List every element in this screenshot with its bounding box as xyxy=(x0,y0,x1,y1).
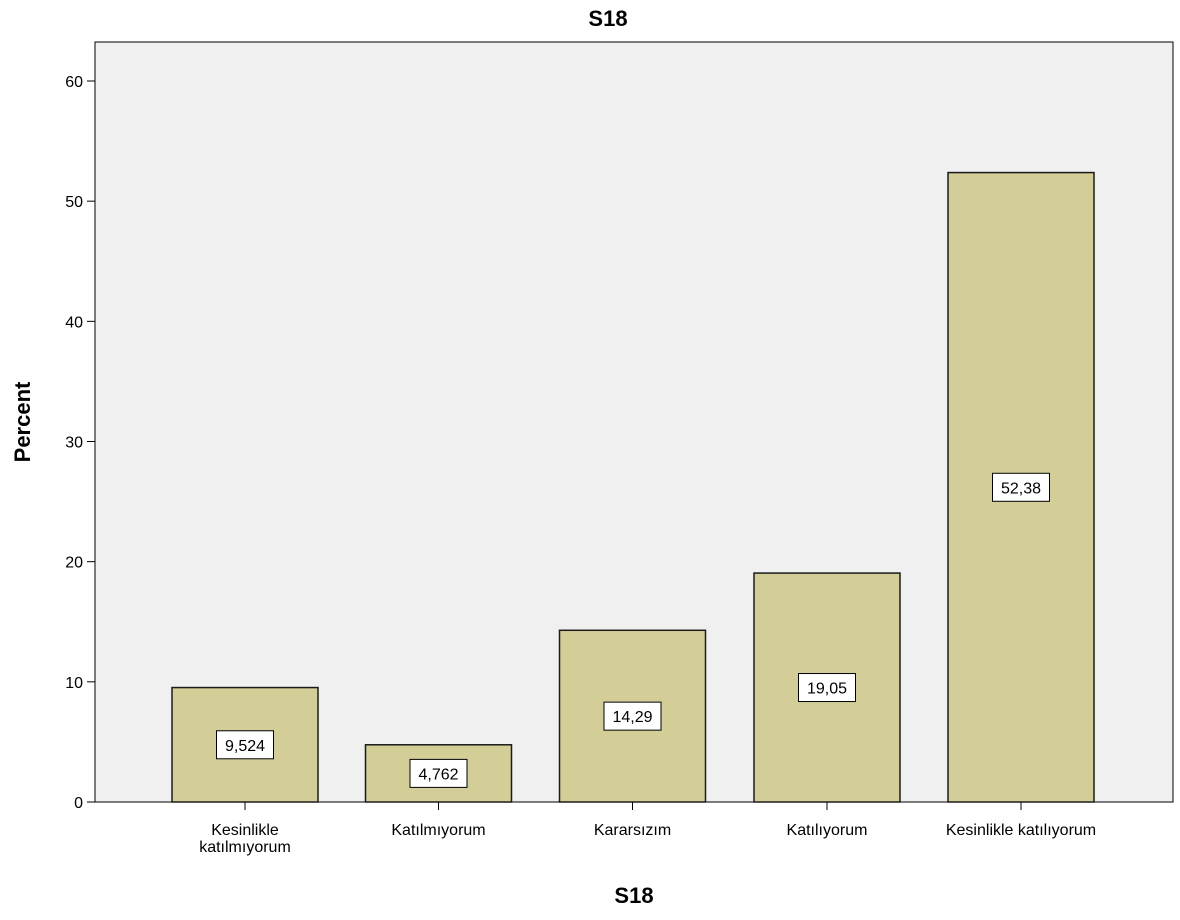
y-tick-label: 0 xyxy=(74,795,83,812)
x-tick-label: Katılmıyorum xyxy=(391,822,485,839)
y-tick-label: 20 xyxy=(65,555,83,572)
data-label-box xyxy=(216,730,274,760)
y-tick-label: 30 xyxy=(65,435,83,452)
bars: 9,524 4,762 14,29 19,05 52,38 xyxy=(171,171,1095,803)
y-axis-label: Percent xyxy=(10,381,35,462)
data-label-box xyxy=(409,758,468,788)
x-tick-label: Kararsızım xyxy=(594,822,671,839)
data-label: 9,524 xyxy=(225,738,265,755)
x-tick-label: Katılıyorum xyxy=(787,822,868,839)
data-label: 19,05 xyxy=(807,681,847,698)
data-label-box xyxy=(798,673,856,703)
data-label-box xyxy=(992,472,1050,502)
y-tick-label: 50 xyxy=(65,194,83,211)
y-tick-label: 60 xyxy=(65,74,83,91)
x-tick-label: Kesinlikle katılıyorum xyxy=(946,822,1096,839)
data-label-box xyxy=(603,701,662,731)
y-tick-label: 40 xyxy=(65,314,83,331)
data-label: 14,29 xyxy=(612,709,652,726)
y-axis: 0 10 20 30 40 50 60 xyxy=(65,74,95,812)
x-axis-label: S18 xyxy=(614,883,653,908)
x-tick-label: Kesinlikle katılmıyorum xyxy=(199,822,291,856)
chart-title: S18 xyxy=(588,6,627,31)
data-label: 52,38 xyxy=(1001,480,1041,497)
x-axis: Kesinlikle katılmıyorum Katılmıyorum Karars… xyxy=(199,802,1096,856)
data-label: 4,762 xyxy=(418,766,458,783)
y-tick-label: 10 xyxy=(65,675,83,692)
